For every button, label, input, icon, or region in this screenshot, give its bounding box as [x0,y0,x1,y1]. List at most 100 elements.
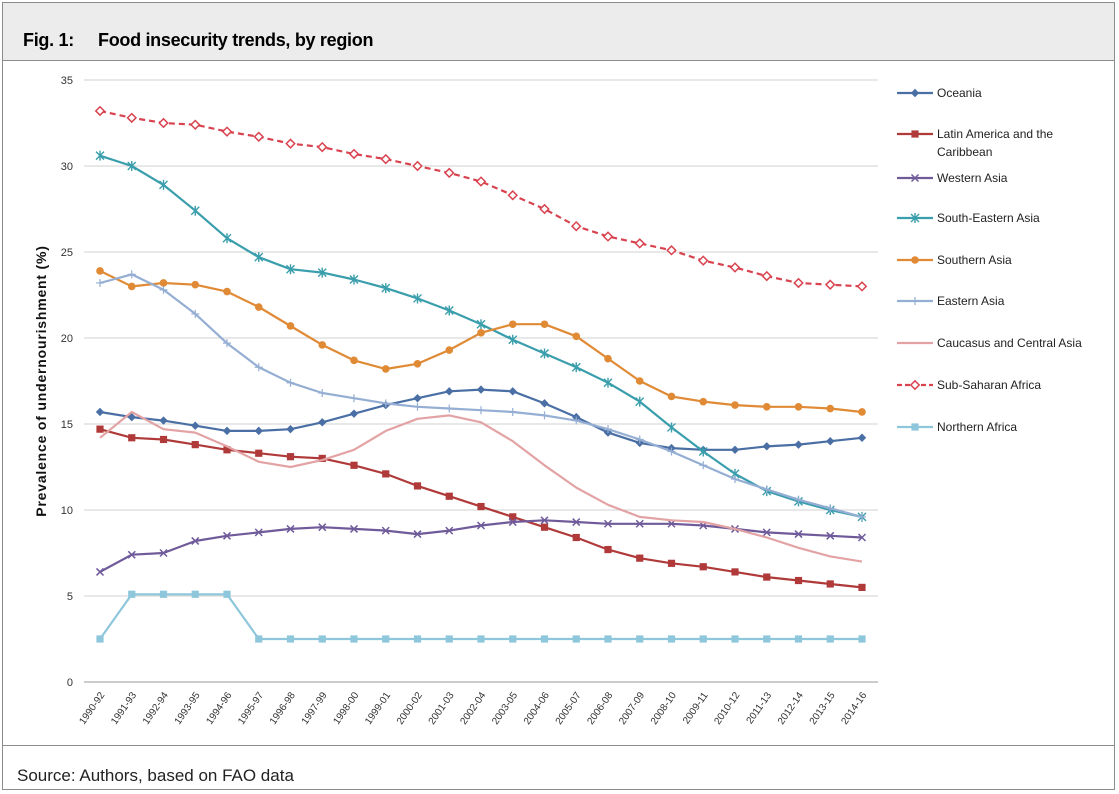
data-point [507,189,519,201]
data-point [636,554,644,562]
data-point [911,256,919,264]
data-point [412,160,423,172]
data-point [667,559,676,567]
x-tick-label: 1993-95 [173,690,203,727]
x-tick-label: 2010-12 [712,690,742,727]
data-point [223,446,231,454]
data-point [794,440,803,449]
x-tick-label: 1992-94 [141,690,171,727]
data-point [508,407,517,416]
figure-header: Fig. 1: Food insecurity trends, by regio… [3,3,1114,61]
data-point [911,423,919,431]
data-point [94,105,106,117]
figure-title: Food insecurity trends, by region [98,30,374,50]
data-point [539,203,550,215]
data-point [318,341,327,349]
data-point [254,426,263,436]
data-point [382,635,390,643]
data-point [443,167,455,179]
data-point [96,635,104,643]
data-point [602,231,614,242]
data-point [350,394,358,403]
data-point [603,377,613,388]
data-point [730,445,740,454]
data-point [96,267,104,275]
data-point [762,528,771,537]
data-point [858,408,866,416]
legend-item: Latin America and the Caribbean [897,127,1053,159]
series-line [99,593,862,641]
data-point [826,404,835,413]
y-tick-label: 25 [61,247,73,259]
source-note: Source: Authors, based on FAO data [17,766,294,785]
legend: Oceania Latin America and the Caribbean Wes… [897,86,1082,434]
data-point [699,563,707,571]
data-point [604,545,612,554]
data-point [381,399,390,408]
y-tick-label: 35 [61,75,73,87]
data-point [96,278,104,287]
legend-item: Eastern Asia [897,294,1005,308]
data-point [858,583,866,591]
data-point [349,524,359,533]
data-point [572,635,580,643]
data-point [911,130,919,138]
data-point [699,635,707,643]
data-point [381,526,390,535]
data-point [826,504,835,513]
data-point [761,270,773,282]
data-point [794,403,803,411]
legend-item: Western Asia [897,171,1008,185]
y-tick-label: 30 [61,161,73,173]
y-tick-label: 10 [61,505,73,517]
data-point [285,138,296,149]
series-oceania [95,385,867,454]
data-point [794,530,803,539]
data-point [666,245,677,256]
x-tick-label: 2012-14 [776,690,806,727]
data-point [477,502,485,511]
data-point [286,635,295,643]
data-point [382,470,390,478]
data-point [286,378,295,387]
data-point [540,320,549,329]
data-point [413,360,422,368]
data-point [254,363,263,372]
data-point [604,354,612,363]
data-point [254,528,263,537]
series-south-eastern-asia [95,150,867,522]
data-point [254,252,264,263]
data-point [508,320,517,329]
data-point [604,425,612,434]
data-point [476,521,486,530]
x-tick-label: 2005-07 [554,690,584,727]
data-point [159,548,168,558]
data-point [350,635,358,643]
series-latin-america-and-the-caribbean [96,425,866,591]
data-point [857,533,867,542]
data-point [762,442,771,451]
data-point [413,293,422,304]
x-tick-label: 1998-00 [331,690,361,727]
data-point [794,576,803,585]
data-point [253,131,265,143]
data-point [699,461,708,470]
x-tick-label: 2002-04 [458,690,488,727]
data-point [794,495,803,504]
data-point [603,519,613,528]
y-axis-label: Prevalence of undernourishment (%) [33,245,49,516]
figure-number: Fig. 1: [23,30,74,50]
x-tick-label: 2011-13 [745,690,775,726]
data-point [910,213,920,223]
data-point [190,205,200,216]
data-point [254,303,263,311]
series-line [99,410,863,563]
legend-item: Caucasus and Central Asia [897,336,1082,350]
x-tick-label: 2001-03 [427,690,457,727]
series-group [94,105,868,643]
data-point [572,533,580,542]
data-point [540,399,549,408]
data-point [826,437,835,446]
series-northern-africa [96,590,866,643]
